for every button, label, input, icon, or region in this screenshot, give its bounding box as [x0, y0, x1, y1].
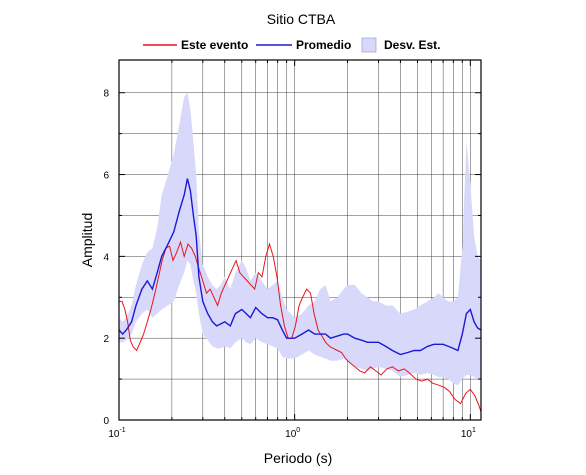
y-axis-label: Amplitud	[79, 213, 95, 267]
series-line-promedio	[118, 178, 482, 356]
series-line-este-evento	[119, 240, 482, 412]
legend-mean-label: Promedio	[296, 38, 351, 52]
plot-frame	[118, 59, 482, 421]
x-tick-label: 10-1	[108, 427, 125, 440]
y-tick-label: 0	[103, 416, 109, 427]
y-tick-label: 2	[103, 334, 109, 345]
legend: Este evento Promedio Desv. Est.	[143, 37, 440, 53]
std-band	[119, 92, 481, 386]
plot-area	[118, 59, 482, 421]
y-tick-label: 8	[103, 89, 109, 100]
x-tick-label: 101	[461, 427, 476, 440]
legend-std-swatch	[361, 37, 377, 53]
y-tick-labels: 0 2 4 6 8	[103, 89, 109, 427]
legend-std-label: Desv. Est.	[384, 38, 440, 52]
x-tick-labels: 10-1 100 101	[108, 427, 476, 440]
y-tick-label: 6	[103, 171, 109, 182]
x-axis-label: Periodo (s)	[264, 450, 332, 466]
y-tick-label: 4	[103, 252, 109, 263]
legend-event-label: Este evento	[181, 38, 248, 52]
x-tick-label: 100	[285, 427, 300, 440]
chart-title: Sitio CTBA	[267, 11, 336, 27]
